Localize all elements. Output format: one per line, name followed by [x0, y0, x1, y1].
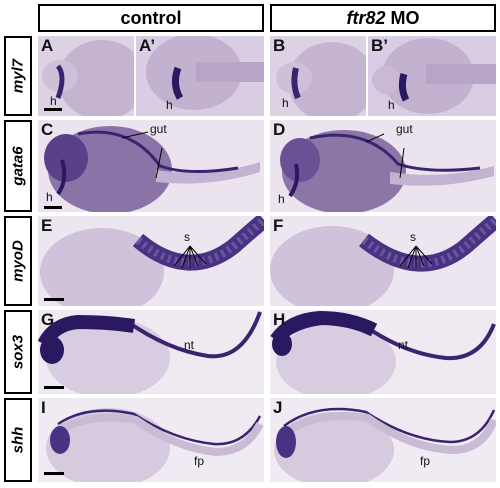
- gene-label-gata6: gata6: [4, 120, 32, 212]
- label-G: G: [41, 310, 55, 329]
- embryo-image: [38, 398, 264, 482]
- embryo-image: [136, 36, 264, 116]
- panel-H: H nt: [270, 310, 496, 394]
- morphant-gene-name: ftr82: [346, 7, 386, 28]
- annotation-nt: nt: [184, 338, 195, 352]
- label-A: A: [41, 36, 54, 55]
- header-control: control: [38, 4, 264, 32]
- annotation-gut: gut: [396, 122, 413, 136]
- label-C: C: [41, 120, 54, 139]
- annotation-h: h: [278, 192, 285, 206]
- morphant-suffix: MO: [385, 7, 420, 28]
- embryo-image: [368, 36, 496, 116]
- panel-I: I fp: [38, 398, 264, 482]
- annotation-fp: fp: [194, 454, 205, 468]
- panel-D: D gut h: [270, 120, 496, 212]
- embryo-image: [38, 216, 264, 306]
- panel-B-prime: B’ h: [368, 36, 496, 116]
- label-J: J: [273, 398, 283, 417]
- embryo-image: [38, 120, 264, 212]
- embryo-image: [270, 120, 496, 212]
- gene-label-sox3: sox3: [4, 310, 32, 394]
- annotation-h: h: [282, 96, 289, 110]
- embryo-image: [270, 216, 496, 306]
- embryo-image: [270, 36, 366, 116]
- gene-label-shh: shh: [4, 398, 32, 482]
- embryo-image: [270, 398, 496, 482]
- panel-E: E s: [38, 216, 264, 306]
- label-E: E: [41, 216, 53, 235]
- annotation-h: h: [50, 94, 57, 108]
- scale-bar: [44, 386, 64, 389]
- annotation-h: h: [166, 98, 173, 112]
- label-A-prime: A’: [139, 36, 156, 55]
- panel-F: F s: [270, 216, 496, 306]
- panel-A-prime: A’ h: [136, 36, 264, 116]
- label-B: B: [273, 36, 286, 55]
- annotation-h: h: [388, 98, 395, 112]
- annotation-fp: fp: [420, 454, 431, 468]
- annotation-h: h: [46, 190, 53, 204]
- embryo-image: [38, 310, 264, 394]
- scale-bar: [44, 472, 64, 475]
- scale-bar: [44, 298, 64, 301]
- panel-C: C gut h: [38, 120, 264, 212]
- gene-label-myod: myoD: [4, 216, 32, 306]
- label-D: D: [273, 120, 286, 139]
- annotation-s: s: [410, 230, 416, 244]
- embryo-image: [270, 310, 496, 394]
- label-B-prime: B’: [371, 36, 388, 55]
- gene-label-myl7: myl7: [4, 36, 32, 116]
- scale-bar: [44, 108, 62, 111]
- label-I: I: [41, 398, 46, 417]
- annotation-nt: nt: [398, 338, 409, 352]
- scale-bar: [44, 206, 62, 209]
- panel-J: J fp: [270, 398, 496, 482]
- panel-A: A h: [38, 36, 134, 116]
- embryo-image: [38, 36, 134, 116]
- label-H: H: [273, 310, 286, 329]
- panel-G: G nt: [38, 310, 264, 394]
- label-F: F: [273, 216, 284, 235]
- annotation-gut: gut: [150, 122, 167, 136]
- header-morphant: ftr82 MO: [270, 4, 496, 32]
- annotation-s: s: [184, 230, 190, 244]
- panel-B: B h: [270, 36, 366, 116]
